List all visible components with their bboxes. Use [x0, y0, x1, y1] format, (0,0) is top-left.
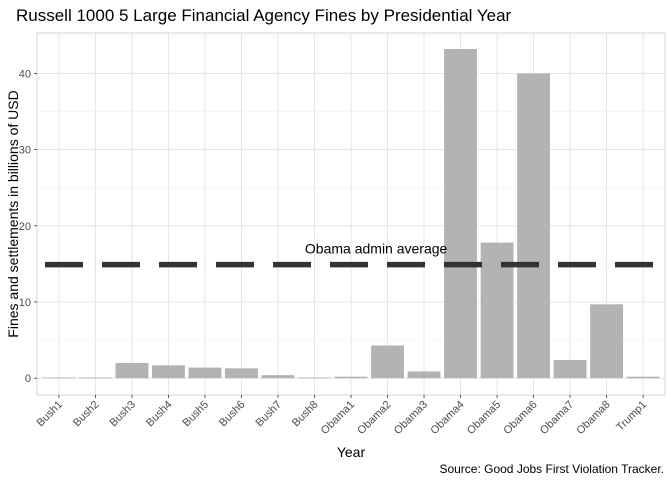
x-tick-label: Bush2 [71, 399, 102, 430]
x-tick-label: Obama4 [428, 399, 466, 437]
bar-trump1 [626, 376, 660, 379]
y-axis-title: Fines and settlements in billions of USD [5, 90, 21, 337]
x-tick-label: Bush4 [144, 399, 175, 430]
x-tick-label: Bush8 [290, 399, 321, 430]
x-tick-label: Bush7 [254, 399, 285, 430]
x-tick-label: Obama5 [465, 399, 503, 437]
x-tick-label: Trump1 [614, 399, 649, 434]
x-tick-label: Obama8 [574, 399, 612, 437]
y-tick-label: 40 [19, 68, 31, 80]
bar-obama4 [444, 49, 477, 379]
x-tick-label: Obama3 [392, 399, 430, 437]
x-tick-label: Obama7 [538, 399, 576, 437]
bar-bush2 [78, 377, 112, 379]
bar-bush5 [188, 367, 222, 379]
bar-bush1 [42, 377, 76, 379]
bar-obama1 [334, 376, 368, 379]
bar-bush8 [298, 377, 331, 379]
x-tick-label: Bush6 [217, 399, 248, 430]
bar-bush7 [261, 375, 295, 379]
bar-bush3 [115, 362, 149, 379]
y-tick-label: 10 [19, 297, 31, 309]
bar-obama6 [517, 73, 550, 379]
average-line-label: Obama admin average [305, 241, 448, 257]
y-tick-label: 30 [19, 145, 31, 157]
reference-line-group: Obama admin average [45, 241, 657, 268]
bar-bush6 [225, 368, 258, 379]
y-tick-label: 20 [19, 221, 31, 233]
y-axis: 0 10 20 30 40 [19, 68, 37, 385]
caption: Source: Good Jobs First Violation Tracke… [439, 462, 664, 476]
x-tick-label: Bush1 [34, 399, 65, 430]
x-axis-title: Year [337, 444, 366, 460]
bar-bush4 [152, 365, 185, 379]
x-tick-label: Bush5 [181, 399, 212, 430]
x-tick-label: Obama2 [355, 399, 393, 437]
x-axis: Bush1 Bush2 Bush3 Bush4 Bush5 Bush6 Bush7 Bush8… [34, 395, 649, 437]
x-tick-label: Obama6 [501, 399, 539, 437]
y-tick-label: 0 [25, 373, 31, 385]
chart-title: Russell 1000 5 Large Financial Agency Fi… [16, 6, 512, 25]
x-tick-label: Obama1 [319, 399, 357, 437]
bar-obama2 [371, 345, 404, 379]
bars [42, 49, 660, 379]
bar-obama8 [590, 304, 624, 379]
x-tick-label: Bush3 [108, 399, 139, 430]
bar-obama3 [407, 371, 441, 379]
bar-obama7 [553, 359, 587, 379]
